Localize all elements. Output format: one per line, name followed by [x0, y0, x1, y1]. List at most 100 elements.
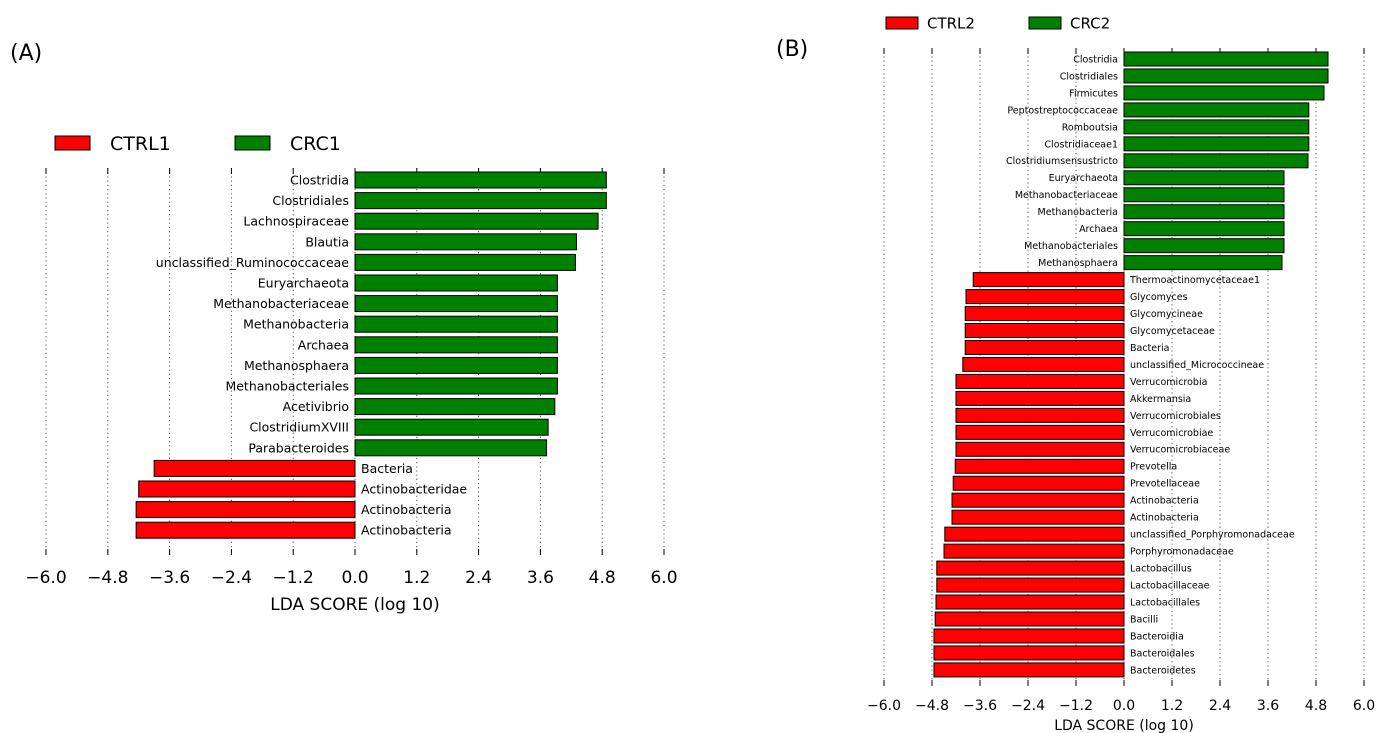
bar-ctrl2 [933, 662, 1125, 678]
bar-crc1 [354, 192, 607, 210]
bar-category-label: Verrucomicrobiaceae [1130, 445, 1230, 456]
bar-category-label: Methanobacteria [243, 317, 349, 332]
bar-category-label: Verrucomicrobiae [1130, 428, 1213, 439]
x-tick-label: −3.6 [149, 568, 190, 588]
x-tick-label: 3.6 [527, 568, 554, 588]
bar-ctrl2 [944, 526, 1125, 542]
bar-category-label: Bacilli [1130, 614, 1158, 625]
bar-category-label: Methanobacteria [1038, 207, 1118, 218]
bar-category-label: Archaea [1079, 224, 1118, 235]
bar-category-label: Verrucomicrobiales [1130, 411, 1221, 422]
bar-crc1 [354, 439, 548, 457]
x-tick-label: 2.4 [1209, 698, 1231, 714]
bar-category-label: Methanobacteriales [1024, 241, 1118, 252]
legend-swatch-ctrl1 [54, 135, 91, 151]
bar-ctrl1 [153, 459, 356, 477]
x-tick-label: 4.8 [589, 568, 616, 588]
panel-label: (B) [776, 37, 808, 62]
bar-category-label: Methanosphaera [244, 358, 349, 373]
bar-crc2 [1123, 136, 1310, 152]
legend-swatch-crc1 [234, 135, 271, 151]
bar-category-label: Actinobacteria [361, 523, 451, 538]
bar-crc2 [1123, 85, 1325, 101]
bar-ctrl2 [933, 628, 1125, 644]
bar-crc2 [1123, 68, 1329, 84]
x-tick-label: 6.0 [650, 568, 677, 588]
bar-crc1 [354, 274, 558, 292]
x-tick-label: −1.2 [273, 568, 314, 588]
bar-ctrl2 [936, 577, 1125, 593]
bar-crc1 [354, 295, 558, 313]
bar-category-label: Clostridiumsensustricto [1006, 156, 1118, 167]
legend-label-ctrl2: CTRL2 [927, 14, 975, 32]
bar-ctrl2 [952, 475, 1125, 491]
x-tick-label: −1.2 [1059, 698, 1093, 714]
bar-crc2 [1123, 238, 1285, 254]
bar-category-label: Methanobacteriaceae [1015, 190, 1118, 201]
x-tick-label: 3.6 [1257, 698, 1279, 714]
bar-category-label: Euryarchaeota [1049, 173, 1118, 184]
x-tick-label: 1.2 [1161, 698, 1183, 714]
bar-ctrl2 [964, 306, 1125, 322]
legend-swatch-ctrl2 [885, 16, 919, 30]
bar-crc2 [1123, 187, 1285, 203]
x-tick-label: 0.0 [1113, 698, 1135, 714]
bar-crc1 [354, 315, 558, 333]
bar-category-label: Clostridiales [1060, 71, 1118, 82]
bar-category-label: Methanobacteriaceae [213, 296, 349, 311]
bar-category-label: Actinobacteria [361, 502, 451, 517]
bar-crc1 [354, 253, 576, 271]
x-tick-label: −6.0 [25, 568, 66, 588]
bar-crc1 [354, 398, 556, 416]
bar-category-label: Methanobacteriales [225, 379, 349, 394]
legend-label-crc1: CRC1 [290, 133, 341, 155]
bar-crc2 [1123, 102, 1310, 118]
bar-crc1 [354, 212, 599, 230]
bar-ctrl2 [955, 390, 1125, 406]
bar-category-label: Bacteria [1130, 343, 1170, 354]
bar-ctrl2 [962, 356, 1125, 372]
x-tick-label: −2.4 [211, 568, 252, 588]
x-tick-label: −3.6 [963, 698, 997, 714]
x-tick-label: 2.4 [465, 568, 492, 588]
bar-category-label: Blautia [305, 234, 349, 249]
bar-ctrl1 [138, 480, 356, 498]
bar-category-label: Actinobacteria [1130, 513, 1199, 524]
bar-category-label: Porphyromonadaceae [1130, 547, 1234, 558]
bar-crc2 [1123, 153, 1309, 169]
bar-category-label: Actinobacteridae [361, 482, 467, 497]
bar-category-label: Glycomycineae [1130, 309, 1203, 320]
x-tick-label: 4.8 [1305, 698, 1327, 714]
bar-category-label: Lactobacillaceae [1130, 580, 1210, 591]
x-tick-label: −4.8 [915, 698, 949, 714]
x-tick-label: −6.0 [867, 698, 901, 714]
bar-crc1 [354, 233, 577, 251]
bar-ctrl2 [964, 323, 1125, 339]
bar-crc1 [354, 418, 549, 436]
bar-category-label: Thermoactinomycetaceae1 [1129, 275, 1260, 286]
bar-category-label: Clostridiales [272, 193, 349, 208]
bar-category-label: Glycomyces [1130, 292, 1188, 303]
bar-ctrl2 [972, 272, 1125, 288]
bar-crc2 [1123, 221, 1285, 237]
bar-category-label: Glycomycetaceae [1130, 326, 1215, 337]
bar-category-label: Lactobacillales [1130, 597, 1200, 608]
bar-crc1 [354, 377, 558, 395]
bar-ctrl2 [955, 424, 1125, 440]
bar-category-label: Methanosphaera [1038, 258, 1118, 269]
x-tick-label: −4.8 [87, 568, 128, 588]
bar-ctrl1 [135, 501, 356, 519]
bar-category-label: Bacteroidia [1130, 631, 1184, 642]
bar-crc1 [354, 171, 607, 189]
bar-ctrl2 [954, 458, 1125, 474]
chart-panel-2: (B) CTRL2 CRC2 −6.0 −4.8 −3.6 −2.4 −1.2 0.0 1.2 2.… [776, 14, 1375, 733]
bar-category-label: Actinobacteria [1130, 496, 1199, 507]
bar-category-label: Bacteroidetes [1130, 665, 1196, 676]
x-axis-label: LDA SCORE (log 10) [270, 595, 440, 615]
bar-category-label: Euryarchaeota [258, 276, 349, 291]
x-axis-label: LDA SCORE (log 10) [1054, 718, 1194, 733]
bar-category-label: Akkermansia [1130, 394, 1191, 405]
bar-category-label: Archaea [298, 337, 349, 352]
legend-label-crc2: CRC2 [1070, 14, 1110, 32]
